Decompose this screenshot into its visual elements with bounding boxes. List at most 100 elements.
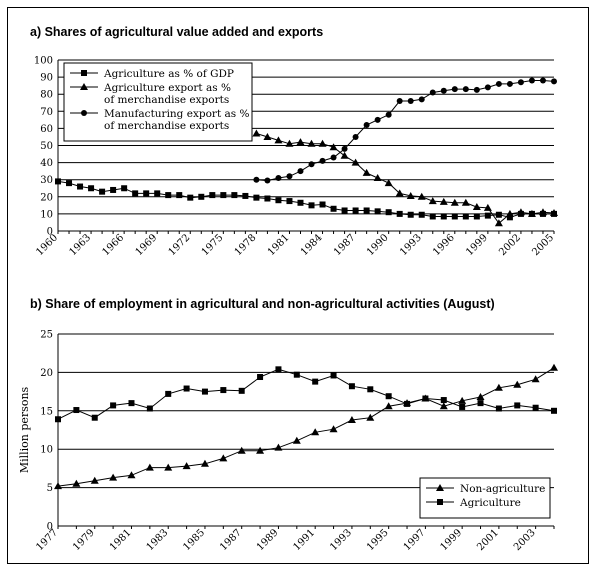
data-point [472, 203, 481, 211]
x-tick-label: 1977 [34, 527, 60, 553]
data-point [366, 413, 375, 421]
x-tick-label: 1978 [233, 232, 259, 258]
data-point [231, 192, 238, 199]
y-tick-label: 70 [40, 107, 53, 118]
data-point [528, 77, 535, 84]
data-point [329, 143, 338, 151]
data-point [275, 197, 282, 204]
data-point [363, 207, 370, 214]
y-tick-label: 100 [34, 56, 53, 67]
data-point [404, 400, 411, 407]
x-tick-label: 2001 [475, 527, 501, 553]
data-point [550, 363, 558, 371]
data-point [200, 459, 209, 467]
x-tick-label: 1983 [145, 527, 171, 553]
data-point [459, 403, 466, 410]
data-point [143, 190, 150, 197]
data-point [407, 98, 414, 105]
data-point [237, 446, 246, 454]
data-point [462, 86, 469, 93]
y-tick-label: 10 [40, 445, 53, 456]
data-point [417, 192, 426, 200]
data-point [473, 86, 480, 93]
x-tick-label: 1993 [328, 527, 354, 553]
data-point [329, 425, 338, 433]
data-point [274, 443, 283, 451]
data-point [495, 80, 502, 87]
data-point [347, 416, 356, 424]
x-tick-label: 1975 [200, 232, 226, 258]
data-point [494, 383, 503, 391]
data-point [187, 194, 194, 201]
data-point [505, 209, 514, 217]
data-point [439, 197, 448, 205]
data-point [274, 136, 283, 144]
data-point [352, 133, 359, 140]
x-tick-label: 1969 [134, 232, 160, 258]
x-tick-label: 1981 [108, 527, 134, 553]
data-point [516, 208, 525, 216]
data-point [341, 145, 348, 152]
data-point [373, 173, 382, 181]
data-point [154, 190, 161, 197]
x-tick-label: 1996 [431, 232, 457, 258]
figure-frame: a) Shares of agricultural value added an… [7, 7, 589, 564]
y-tick-label: 80 [40, 90, 53, 101]
data-point [318, 139, 327, 147]
data-point [473, 213, 480, 220]
data-point [330, 154, 337, 161]
data-point [495, 211, 502, 218]
data-point [286, 198, 293, 205]
y-axis-label: Million persons [18, 386, 31, 473]
series-line [256, 80, 555, 182]
x-tick-label: 1979 [71, 527, 97, 553]
data-point [477, 400, 484, 407]
data-point [531, 375, 540, 383]
data-point [286, 173, 293, 180]
data-point [293, 371, 300, 378]
data-point [132, 190, 139, 197]
data-point [532, 404, 539, 411]
x-tick-label: 1963 [67, 232, 93, 258]
legend-label: Agriculture export as % of merchandise ex… [103, 82, 231, 106]
data-point [110, 402, 117, 409]
data-point [264, 195, 271, 202]
data-point [374, 116, 381, 123]
x-tick-label: 1999 [464, 232, 490, 258]
data-point [396, 210, 403, 217]
data-point [275, 174, 282, 181]
legend-label: Agriculture as % of GDP [103, 68, 234, 80]
data-point [55, 178, 61, 185]
data-point [242, 192, 249, 199]
data-point [439, 402, 448, 410]
data-point [165, 192, 172, 199]
y-tick-label: 0 [47, 227, 53, 238]
legend-marker [437, 499, 443, 505]
legend-marker [81, 70, 87, 76]
x-tick-label: 1960 [34, 232, 60, 258]
series-line [57, 368, 555, 420]
data-point [66, 180, 73, 187]
data-point [451, 86, 458, 93]
data-point [351, 158, 360, 166]
data-point [182, 462, 191, 470]
data-point [340, 151, 349, 159]
data-point [319, 201, 326, 208]
data-point [341, 207, 348, 214]
data-point [484, 212, 491, 219]
data-point [348, 383, 355, 390]
data-point [198, 193, 205, 200]
data-point [538, 208, 547, 216]
data-point [91, 414, 98, 421]
data-point [219, 454, 228, 462]
data-point [461, 198, 470, 206]
y-tick-label: 30 [40, 175, 53, 186]
data-point [385, 209, 392, 216]
y-tick-label: 10 [40, 209, 53, 220]
y-tick-label: 40 [40, 158, 53, 169]
data-point [367, 386, 374, 393]
data-point [109, 473, 118, 481]
data-point [128, 400, 135, 407]
data-point [527, 209, 536, 217]
data-point [476, 392, 485, 400]
